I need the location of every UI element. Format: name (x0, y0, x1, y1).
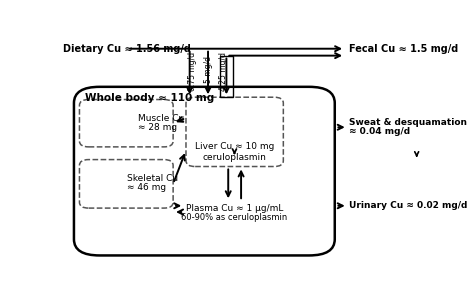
Text: ceruloplasmin: ceruloplasmin (202, 153, 266, 162)
Text: ≈ 28 mg: ≈ 28 mg (138, 123, 177, 132)
Bar (220, 56, 233, 97)
Text: ≈ 46 mg: ≈ 46 mg (127, 183, 166, 192)
Text: 4.25 mg/d: 4.25 mg/d (219, 52, 228, 91)
Text: Sweat & desquamation: Sweat & desquamation (349, 118, 467, 127)
Text: Plasma Cu ≈ 1 μg/mL: Plasma Cu ≈ 1 μg/mL (186, 204, 283, 213)
Text: Fecal Cu ≈ 1.5 mg/d: Fecal Cu ≈ 1.5 mg/d (349, 44, 459, 54)
Text: 60-90% as ceruloplasmin: 60-90% as ceruloplasmin (182, 213, 288, 222)
Text: 5 mg/d: 5 mg/d (204, 56, 213, 83)
Text: Dietary Cu ≈ 1.56 mg/d: Dietary Cu ≈ 1.56 mg/d (63, 44, 191, 54)
Text: Liver Cu ≈ 10 mg: Liver Cu ≈ 10 mg (195, 142, 274, 152)
Text: Skeletal Cu: Skeletal Cu (127, 174, 178, 183)
Text: 0.75 mg/d: 0.75 mg/d (188, 52, 197, 92)
Text: Whole body ≈ 110 mg: Whole body ≈ 110 mg (85, 93, 214, 103)
Text: Muscle Cu: Muscle Cu (138, 113, 184, 122)
Text: ≈ 0.04 mg/d: ≈ 0.04 mg/d (349, 128, 410, 136)
Text: Urinary Cu ≈ 0.02 mg/d: Urinary Cu ≈ 0.02 mg/d (349, 201, 468, 210)
